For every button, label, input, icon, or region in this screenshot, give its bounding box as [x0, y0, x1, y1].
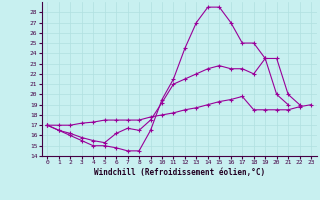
X-axis label: Windchill (Refroidissement éolien,°C): Windchill (Refroidissement éolien,°C) — [94, 168, 265, 177]
